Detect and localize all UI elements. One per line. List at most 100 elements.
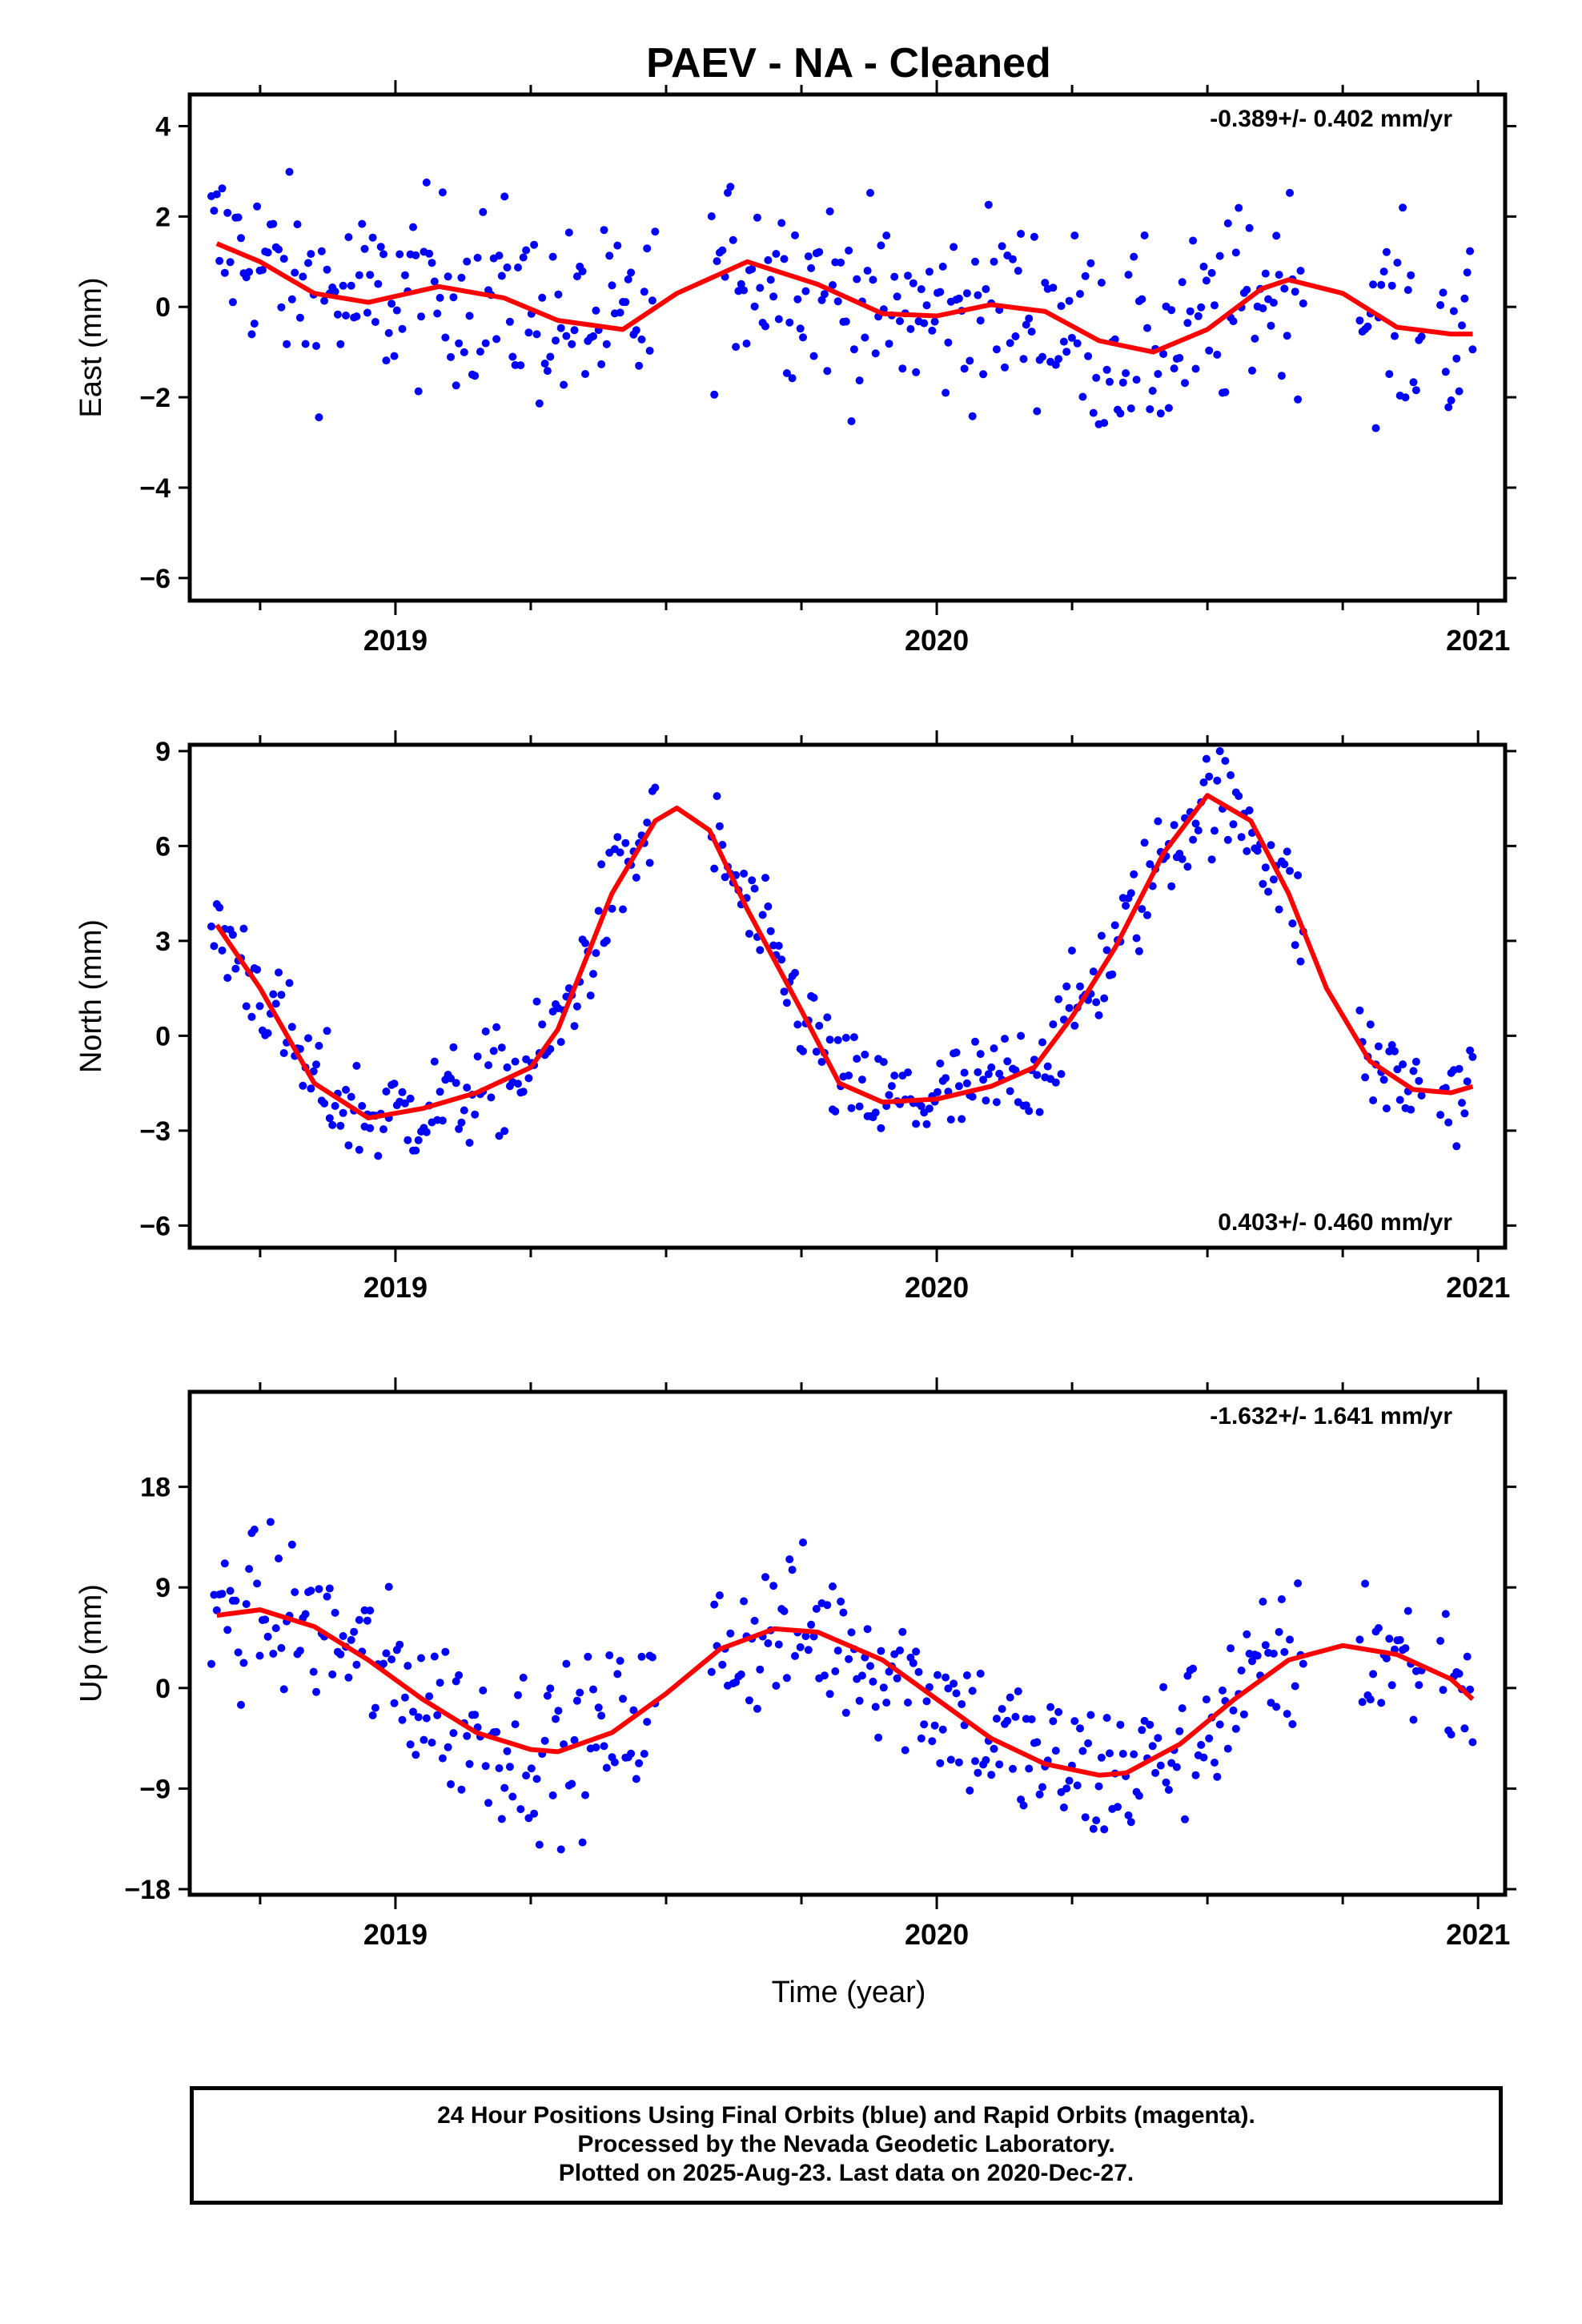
data-point xyxy=(995,1069,1004,1078)
data-point xyxy=(1355,1635,1364,1644)
data-point xyxy=(400,1693,409,1702)
data-point xyxy=(1014,267,1022,275)
data-point xyxy=(968,1092,977,1101)
data-point xyxy=(1211,1759,1219,1767)
data-point xyxy=(954,294,963,303)
data-point xyxy=(898,1627,907,1636)
data-point xyxy=(1081,1813,1090,1822)
data-point xyxy=(562,332,571,340)
data-point xyxy=(1110,921,1119,930)
data-point xyxy=(1436,301,1445,309)
data-point xyxy=(279,1685,288,1694)
data-point xyxy=(315,1041,323,1050)
data-point xyxy=(376,243,385,251)
panel-east: 4 2 0 −2 −4 −6 2019 2020 2021 East (mm) -0.389+/- … xyxy=(74,80,1516,657)
data-point xyxy=(1181,379,1189,388)
data-point xyxy=(1296,957,1305,966)
data-point xyxy=(1229,1706,1238,1715)
data-point xyxy=(1038,352,1046,361)
data-point xyxy=(1379,1076,1388,1084)
data-point xyxy=(1455,1670,1464,1678)
x-tick-label: 2021 xyxy=(1446,1271,1510,1304)
data-point xyxy=(1439,1686,1447,1695)
data-point xyxy=(1054,995,1063,1003)
data-point xyxy=(954,1082,963,1091)
data-point xyxy=(753,213,761,222)
data-point xyxy=(1159,1683,1168,1691)
data-point xyxy=(877,241,885,250)
data-point xyxy=(237,1700,245,1709)
data-point xyxy=(825,1035,834,1044)
data-point xyxy=(379,1125,387,1134)
data-point xyxy=(275,968,283,977)
data-point xyxy=(1272,231,1281,240)
data-point xyxy=(387,1655,396,1664)
data-point xyxy=(742,340,751,348)
data-point xyxy=(879,1683,888,1692)
data-point xyxy=(581,939,589,947)
data-point xyxy=(255,1002,264,1011)
data-point xyxy=(1361,1579,1370,1588)
data-point xyxy=(295,1647,304,1655)
y-tick-label: 9 xyxy=(155,737,171,767)
data-point xyxy=(358,1102,367,1110)
data-point xyxy=(247,1012,256,1021)
data-point xyxy=(801,287,810,296)
data-point xyxy=(1017,230,1026,238)
data-point xyxy=(863,267,872,275)
data-point xyxy=(320,1099,329,1108)
data-point xyxy=(925,1683,934,1691)
data-point xyxy=(404,1662,412,1671)
data-point xyxy=(750,1616,759,1625)
data-point xyxy=(263,1632,272,1641)
data-point xyxy=(1130,870,1138,879)
data-point xyxy=(597,860,606,869)
data-point xyxy=(1205,1734,1214,1743)
data-point xyxy=(602,1763,611,1772)
data-point xyxy=(1118,378,1127,387)
data-point xyxy=(234,213,243,222)
data-point xyxy=(1134,947,1143,955)
data-point xyxy=(508,352,517,361)
data-point xyxy=(1455,1064,1464,1073)
data-point xyxy=(1003,1057,1012,1066)
data-point xyxy=(1395,1635,1404,1644)
data-point xyxy=(950,243,958,251)
data-point xyxy=(831,1107,840,1116)
data-point xyxy=(1025,1107,1034,1116)
data-point xyxy=(532,330,541,339)
data-point xyxy=(285,979,294,987)
data-point xyxy=(1084,352,1093,360)
data-point xyxy=(1455,387,1464,396)
data-point xyxy=(1407,271,1415,279)
data-point xyxy=(1248,366,1256,375)
data-point xyxy=(422,1714,431,1723)
data-point xyxy=(500,192,509,201)
data-point xyxy=(1299,1659,1307,1668)
data-point xyxy=(1140,231,1149,239)
rate-label: -0.389+/- 0.402 mm/yr xyxy=(1210,106,1452,132)
data-point xyxy=(390,1699,399,1707)
data-point xyxy=(925,267,934,276)
data-point xyxy=(1062,1784,1071,1793)
data-point xyxy=(799,333,807,342)
data-point xyxy=(1057,302,1066,311)
data-point xyxy=(1275,905,1283,914)
data-point xyxy=(893,292,901,301)
data-point xyxy=(594,907,603,915)
data-point xyxy=(441,1647,450,1656)
data-point xyxy=(632,873,640,882)
data-point xyxy=(1175,1727,1184,1735)
data-point xyxy=(495,1132,504,1140)
data-point xyxy=(323,1592,331,1601)
data-point xyxy=(449,293,458,302)
y-tick-label: −9 xyxy=(139,1774,171,1804)
data-point xyxy=(420,1735,428,1744)
data-point xyxy=(761,322,769,331)
data-point xyxy=(578,1838,587,1847)
data-point xyxy=(1132,376,1141,384)
data-point xyxy=(1140,838,1149,847)
data-point xyxy=(263,1029,272,1038)
data-point xyxy=(1084,1739,1093,1747)
data-point xyxy=(1215,747,1224,755)
